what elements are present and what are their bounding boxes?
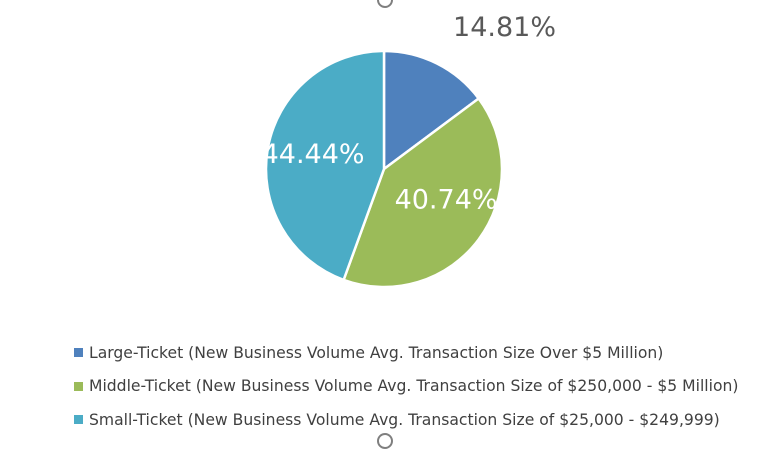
pie-slice-large-ticket [382,49,481,172]
legend-swatch-large-ticket [74,348,83,358]
legend-label-middle-ticket: Middle-Ticket (New Business Volume Avg. … [89,377,739,396]
pie-slice-small-ticket [264,49,386,282]
data-label-large-ticket: 14.81% [453,12,556,43]
legend-swatch-middle-ticket [74,381,83,391]
chart-legend: Large-Ticket (New Business Volume Avg. T… [74,336,738,437]
legend-label-small-ticket: Small-Ticket (New Business Volume Avg. T… [89,410,720,429]
legend-label-large-ticket: Large-Ticket (New Business Volume Avg. T… [89,343,664,362]
pie-slices [264,49,504,289]
pie-data-labels: 14.81% 40.74% 44.44% [262,12,556,215]
pie-slice-middle-ticket [342,96,504,289]
legend-swatch-small-ticket [74,415,83,425]
legend-item-middle-ticket: Middle-Ticket (New Business Volume Avg. … [74,370,738,404]
legend-item-large-ticket: Large-Ticket (New Business Volume Avg. T… [74,336,738,370]
data-label-middle-ticket: 40.74% [395,184,498,215]
legend-item-small-ticket: Small-Ticket (New Business Volume Avg. T… [74,403,738,437]
data-label-small-ticket: 44.44% [262,139,365,170]
